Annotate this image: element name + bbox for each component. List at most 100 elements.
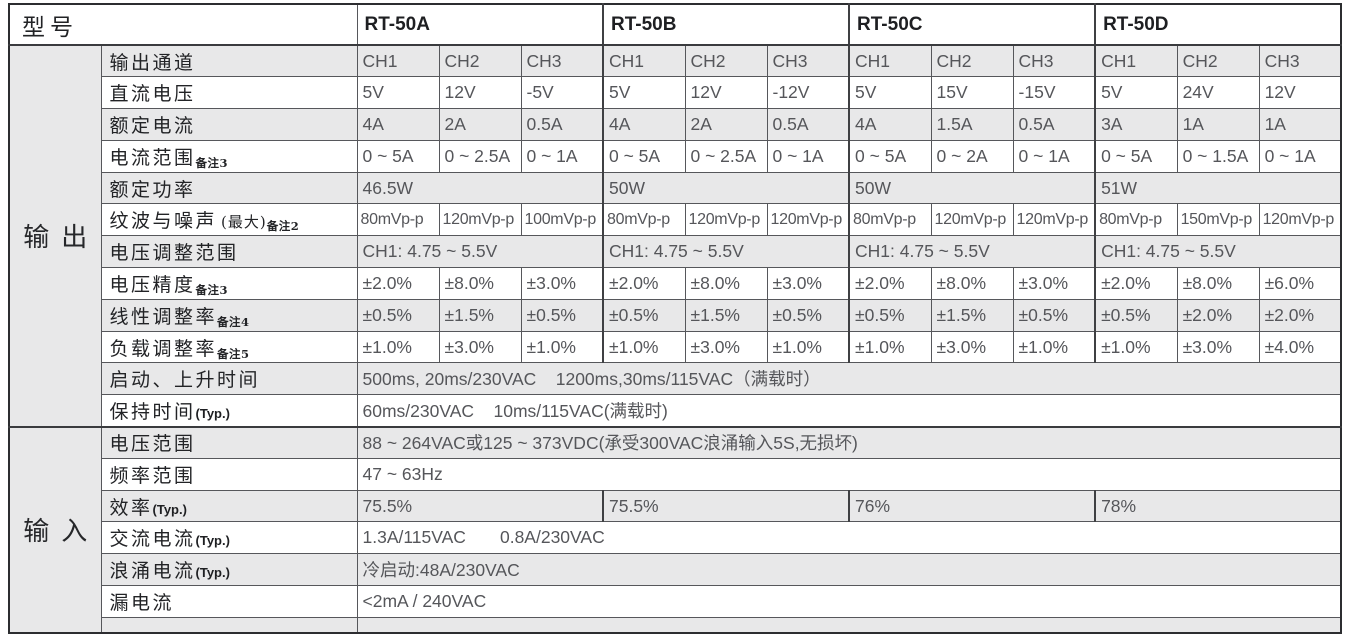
value-cell: CH1 [848, 44, 932, 78]
value-cell: CH2 [1176, 44, 1260, 78]
value-cell: 120mVp-p [766, 203, 850, 237]
row-hold-up-time: 保持时间(Typ.) 60ms/230VAC 10ms/115VAC(满载时) [9, 394, 1342, 428]
value-cell: 0 ~ 5A [602, 139, 686, 173]
value-cell: 47 ~ 63Hz [356, 457, 1342, 491]
value-cell: -5V [520, 76, 604, 110]
value-cell: ±2.0% [602, 267, 686, 300]
value-cell: 100mVp-p [520, 203, 604, 237]
value-cell: 0 ~ 1A [1258, 139, 1342, 173]
value-cell: CH1: 4.75 ~ 5.5V [1094, 235, 1342, 269]
row-output-channels: 输出 输出通道 CH1 CH2 CH3 CH1 CH2 CH3 CH1 CH2 … [8, 44, 1342, 428]
value-cell: ±8.0% [930, 267, 1014, 300]
row-input-voltage-range: 输入 电压范围 88 ~ 264VAC或125 ~ 373VDC(承受300VA… [8, 425, 1342, 634]
value-cell: 0.5A [1012, 108, 1096, 141]
input-group-label: 输入 [8, 425, 102, 634]
row-label: 频率范围 [100, 457, 358, 491]
value-cell: CH1 [356, 44, 440, 78]
value-cell: ±0.5% [1012, 298, 1096, 332]
model-header-rt50c: RT-50C [848, 3, 1096, 46]
value-cell: ±3.0% [1012, 267, 1096, 300]
value-cell: ±8.0% [1176, 267, 1260, 300]
value-cell: 120mVp-p [684, 203, 768, 237]
value-cell: 150mVp-p [1176, 203, 1260, 237]
value-cell: 80mVp-p [602, 203, 686, 237]
row-voltage-adjustment-range: 电压调整范围 CH1: 4.75 ~ 5.5V CH1: 4.75 ~ 5.5V… [9, 235, 1342, 269]
value-cell: CH3 [1012, 44, 1096, 78]
value-cell: 2A [684, 108, 768, 141]
row-label: 纹波与噪声 (最大)备注2 [100, 203, 358, 237]
value-cell: 1A [1176, 108, 1260, 141]
value-cell: CH1: 4.75 ~ 5.5V [601, 235, 850, 269]
value-cell: CH1 [1094, 44, 1178, 78]
value-cell: ±2.0% [1258, 298, 1342, 332]
model-column-label: 型号 [8, 3, 358, 46]
value-cell: 0 ~ 1A [520, 139, 604, 173]
row-label: 启动、上升时间 [100, 362, 358, 396]
value-cell: ±1.0% [848, 330, 932, 364]
value-cell: ±0.5% [602, 298, 686, 332]
value-cell: 75.5% [356, 489, 604, 523]
value-cell: 500ms, 20ms/230VAC 1200ms,30ms/115VAC（满载… [356, 362, 1342, 396]
value-cell: 0 ~ 2A [930, 139, 1014, 173]
row-label: 漏电流 [100, 585, 358, 618]
value-cell: 5V [356, 76, 440, 110]
value-cell: ±1.5% [438, 298, 522, 332]
value-cell: 88 ~ 264VAC或125 ~ 373VDC(承受300VAC浪涌输入5S,… [356, 425, 1342, 459]
row-label: 电流范围备注3 [100, 139, 358, 173]
value-cell: 4A [356, 108, 440, 141]
value-cell: 120mVp-p [1012, 203, 1096, 237]
value-cell: 1A [1258, 108, 1342, 141]
value-cell: 50W [601, 171, 850, 205]
row-ac-current: 交流电流(Typ.) 1.3A/115VAC 0.8A/230VAC [9, 521, 1342, 555]
value-cell: 46.5W [356, 171, 604, 205]
value-cell: 120mVp-p [930, 203, 1014, 237]
value-cell: 12V [684, 76, 768, 110]
value-cell: 120mVp-p [1258, 203, 1342, 237]
value-cell: 0 ~ 1A [766, 139, 850, 173]
value-cell: CH1: 4.75 ~ 5.5V [356, 235, 604, 269]
value-cell: 60ms/230VAC 10ms/115VAC(满载时) [356, 394, 1342, 428]
value-cell: 120mVp-p [438, 203, 522, 237]
value-cell: 0 ~ 5A [356, 139, 440, 173]
row-rated-power: 额定功率 46.5W 50W 50W 51W [9, 171, 1342, 205]
row-label: 负载调整率备注5 [100, 330, 358, 364]
row-setup-rise-time: 启动、上升时间 500ms, 20ms/230VAC 1200ms,30ms/1… [9, 362, 1342, 396]
value-cell: ±0.5% [766, 298, 850, 332]
value-cell: 50W [848, 171, 1096, 205]
value-cell: 0.5A [520, 108, 604, 141]
value-cell: -15V [1012, 76, 1096, 110]
value-cell: ±4.0% [1258, 330, 1342, 364]
row-leakage-current: 漏电流 <2mA / 240VAC [9, 585, 1342, 618]
value-cell: ±8.0% [684, 267, 768, 300]
row-label: 电压范围 [100, 425, 358, 459]
header-row: 型号 RT-50A RT-50B RT-50C RT-50D [8, 3, 1342, 46]
value-cell: 0 ~ 5A [848, 139, 932, 173]
value-cell: ±0.5% [1094, 298, 1178, 332]
row-voltage-tolerance: 电压精度备注3 ±2.0% ±8.0% ±3.0% ±2.0% ±8.0% ±3… [9, 267, 1342, 300]
output-group-label: 输出 [8, 44, 102, 428]
value-cell: CH1 [602, 44, 686, 78]
value-cell: 75.5% [601, 489, 850, 523]
value-cell: 0 ~ 1.5A [1176, 139, 1260, 173]
model-header-rt50b: RT-50B [601, 3, 850, 46]
value-cell: 0 ~ 5A [1094, 139, 1178, 173]
model-header-rt50a: RT-50A [356, 3, 604, 46]
row-efficiency: 效率(Typ.) 75.5% 75.5% 76% 78% [9, 489, 1342, 523]
row-rated-current: 额定电流 4A 2A 0.5A 4A 2A 0.5A 4A 1.5A 0.5A … [9, 108, 1342, 141]
value-cell: 0 ~ 2.5A [684, 139, 768, 173]
value-cell: ±3.0% [438, 330, 522, 364]
value-cell: 0.5A [766, 108, 850, 141]
row-label: 线性调整率备注4 [100, 298, 358, 332]
value-cell: 1.3A/115VAC 0.8A/230VAC [356, 521, 1342, 555]
row-label: 交流电流(Typ.) [100, 521, 358, 555]
value-cell: 1.5A [930, 108, 1014, 141]
value-cell: ±6.0% [1258, 267, 1342, 300]
value-cell: ±1.0% [1094, 330, 1178, 364]
row-ripple-noise: 纹波与噪声 (最大)备注2 80mVp-p 120mVp-p 100mVp-p 8… [9, 203, 1342, 237]
value-cell: 15V [930, 76, 1014, 110]
value-cell: 76% [848, 489, 1096, 523]
value-cell: 51W [1094, 171, 1342, 205]
value-cell: 冷启动:48A/230VAC [356, 553, 1342, 587]
value-cell [356, 616, 1342, 634]
value-cell: ±3.0% [684, 330, 768, 364]
